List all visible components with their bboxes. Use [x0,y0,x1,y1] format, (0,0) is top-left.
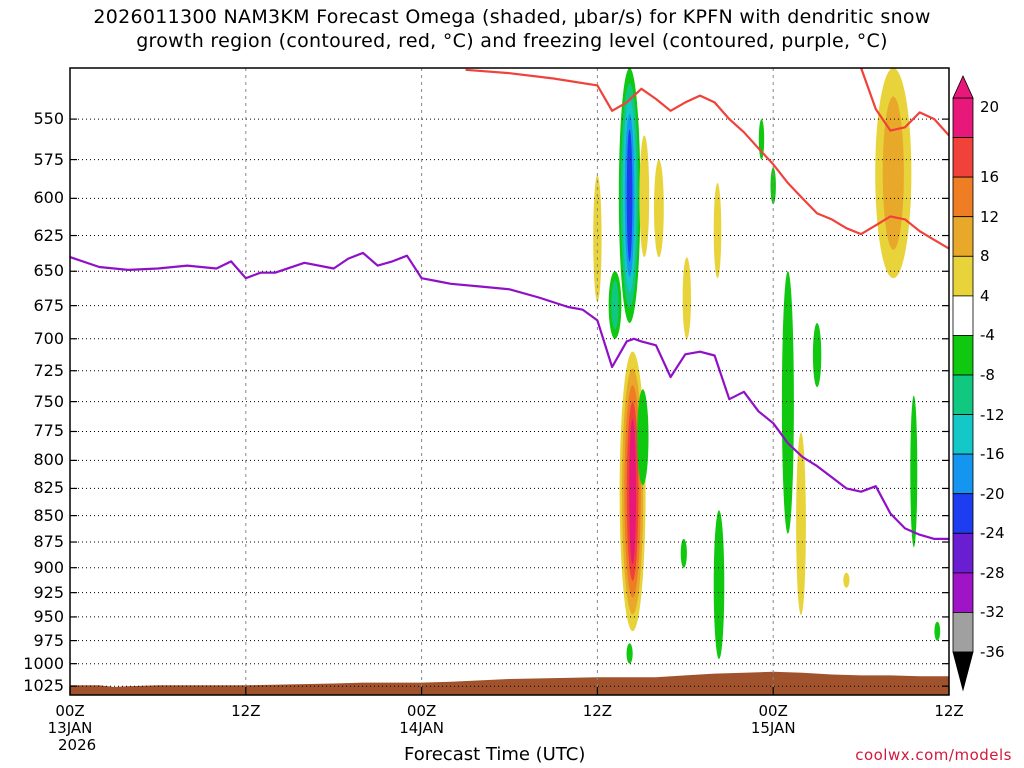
omega-cell-19-level-0 [910,395,918,548]
colorbar-band-11 [952,532,974,574]
colorbar-label-6: -8 [980,366,995,384]
x-tick-label-12: 12Z [231,702,261,720]
colorbar-band-1 [952,137,974,178]
x-axis-label: Forecast Time (UTC) [404,744,586,765]
colorbar-label-1: 16 [980,168,1000,187]
omega-cell-18-level-1 [882,96,904,250]
colorbar-band-5 [952,295,974,336]
dgz-contour-lower [465,68,949,250]
omega-cell-10-level-0 [680,538,687,568]
y-tick-label-875: 875 [33,532,64,552]
omega-cell-7-level-0 [682,257,691,339]
colorbar-bottom-arrow [952,651,974,692]
omega-cell-13-level-0 [770,167,776,205]
y-tick-label-800: 800 [33,450,64,470]
colorbar-label-9: -20 [980,484,1005,503]
omega-cell-3-level-4 [629,418,636,564]
y-tick-label-625: 625 [33,225,64,245]
colorbar-label-2: 12 [980,207,1000,226]
y-tick-label-575: 575 [33,149,64,169]
omega-cell-6-level-0 [654,159,664,258]
colorbar-label-12: -32 [980,603,1005,622]
chart-title-line2: growth region (contoured, red, °C) and f… [136,30,888,52]
y-tick-label-925: 925 [33,582,64,602]
omega-cell-14-level-0 [781,271,794,534]
colorbar-label-4: 4 [980,286,990,305]
y-tick-label-825: 825 [33,478,64,498]
x-tick-label-24: 00Z 14JAN [399,702,444,737]
colorbar-band-9 [952,453,974,495]
omega-cell-8-level-0 [713,183,722,279]
terrain-surface [70,671,949,695]
colorbar-label-5: -4 [980,326,995,345]
y-tick-label-725: 725 [33,360,64,380]
colorbar-label-8: -16 [980,445,1005,464]
y-tick-label-550: 550 [33,109,64,129]
colorbar-band-4 [952,255,974,297]
omega-cell-20-level-0 [934,621,941,641]
x-tick-label-60: 12Z [934,702,964,720]
y-tick-label-1000: 1000 [23,653,64,673]
colorbar-band-7 [952,374,974,415]
colorbar-label-7: -12 [980,405,1005,424]
omega-cell-15-level-0 [812,323,822,387]
colorbar-band-8 [952,414,974,455]
y-tick-label-775: 775 [33,421,64,441]
colorbar-band-0 [952,97,974,138]
colorbar-label-3: 8 [980,247,990,266]
y-tick-label-675: 675 [33,295,64,315]
colorbar-label-0: 20 [980,98,1000,116]
omega-cell-17-level-0 [843,572,850,588]
colorbar-label-13: -36 [980,643,1005,661]
colorbar-band-13 [952,612,974,653]
y-tick-label-950: 950 [33,606,64,626]
y-tick-label-650: 650 [33,261,64,281]
chart-title-line1: 2026011300 NAM3KM Forecast Omega (shaded… [93,6,931,28]
plot-frame [69,67,950,696]
y-tick-label-750: 750 [33,391,64,411]
y-tick-label-850: 850 [33,505,64,525]
omega-cell-16-level-0 [796,432,806,615]
x-tick-label-48: 00Z 15JAN [750,702,796,737]
colorbar-top-arrow [952,75,974,99]
colorbar-label-10: -24 [980,524,1005,543]
omega-cell-11-level-0 [713,510,725,660]
y-tick-label-600: 600 [33,188,64,208]
omega-cell-4-level-0 [637,389,649,486]
y-tick-label-700: 700 [33,328,64,348]
colorbar-band-12 [952,572,974,613]
omega-cell-5-level-0 [639,135,650,258]
omega-cell-1-level-1 [611,280,619,330]
y-tick-label-900: 900 [33,557,64,577]
y-tick-label-975: 975 [33,630,64,650]
colorbar-band-10 [952,493,974,534]
freezing-level-contour [70,251,949,541]
source-credit[interactable]: coolwx.com/models [855,746,1012,764]
colorbar-band-6 [952,334,974,376]
x-tick-label-0: 00Z 13JAN 2026 [47,702,97,754]
x-tick-label-36: 12Z [582,702,613,720]
colorbar-label-11: -28 [980,563,1005,582]
colorbar-band-2 [952,176,974,218]
colorbar-band-3 [952,216,974,257]
omega-cell-0-level-4 [626,129,633,262]
omega-cell-9-level-0 [626,643,633,664]
dgz-contour-upper [860,68,949,137]
y-tick-label-1025: 1025 [23,676,64,696]
